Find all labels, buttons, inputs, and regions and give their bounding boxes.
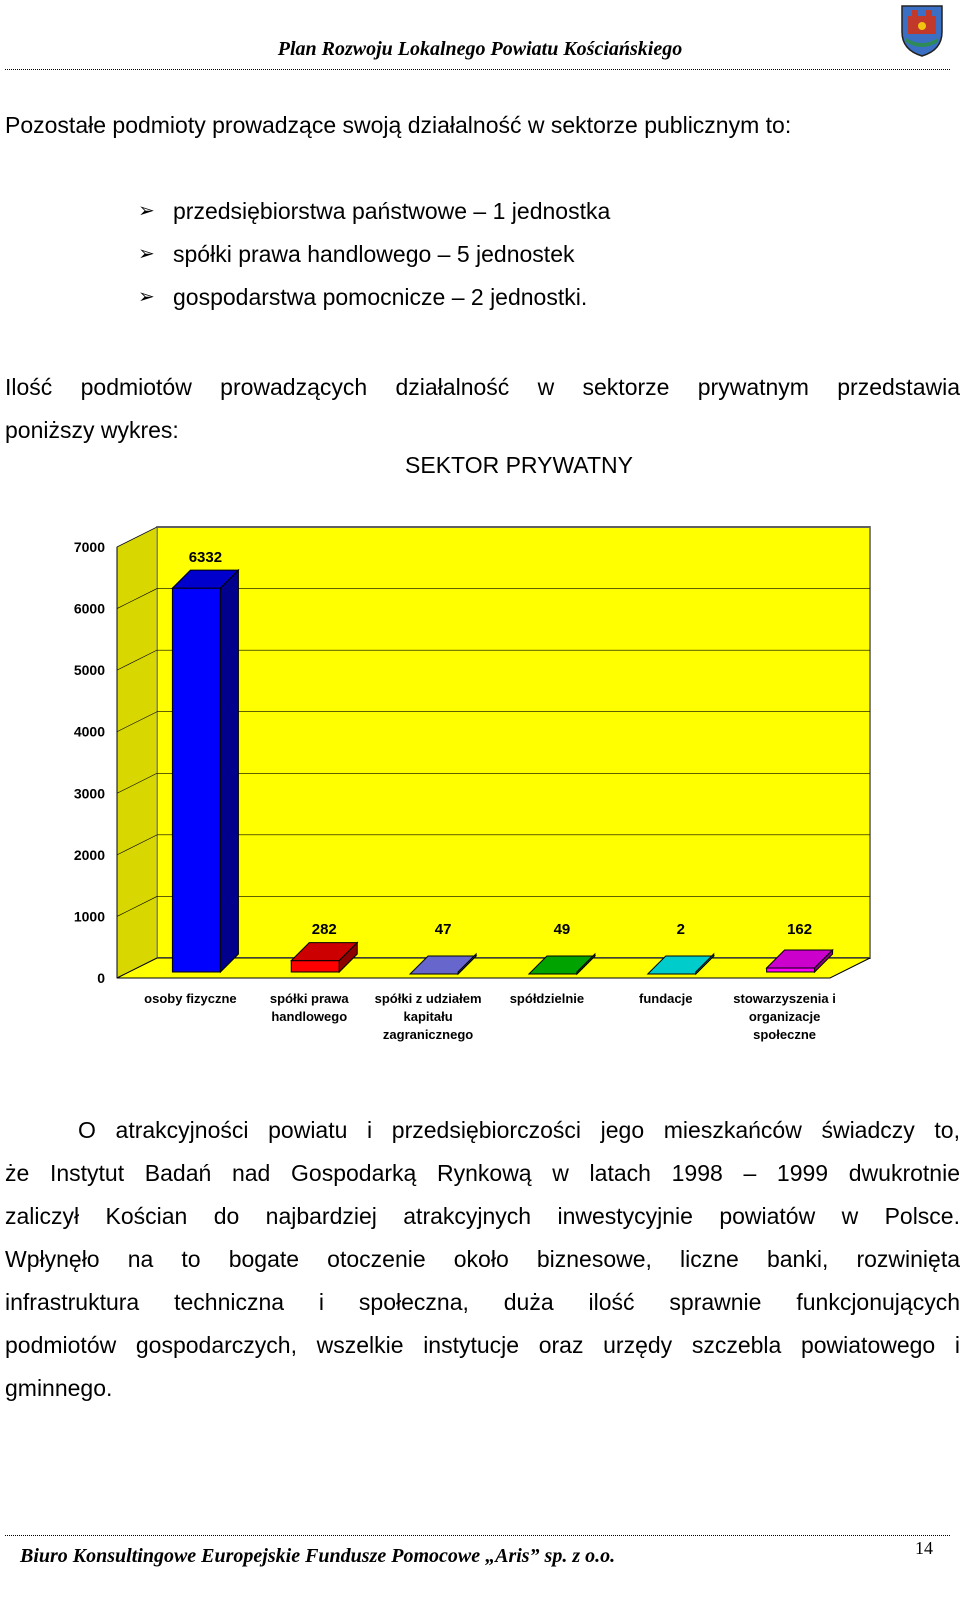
chart-title: SEKTOR PRYWATNY: [405, 452, 633, 478]
paragraph-attractiveness: O atrakcyjności powiatu i przedsiębiorcz…: [5, 1109, 960, 1410]
paragraph-line: Wpłynęło na to bogate otoczenie około bi…: [5, 1246, 960, 1272]
paragraph-line: Ilość podmiotów prowadzących działalność…: [5, 374, 960, 400]
paragraph-line: że Instytut Badań nad Gospodarką Rynkową…: [5, 1160, 960, 1186]
x-tick-label: spółki z udziałem: [375, 991, 482, 1006]
data-label: 2: [677, 921, 685, 938]
gridline: [116, 711, 158, 732]
bar-front: [290, 960, 340, 973]
footer-text: Biuro Konsultingowe Europejskie Fundusze…: [20, 1545, 616, 1567]
bar-side: [576, 952, 596, 976]
list-item: ➢ spółki prawa handlowego – 5 jednostek: [138, 241, 575, 267]
data-label: 47: [435, 921, 452, 938]
paragraph-line: O atrakcyjności powiatu i przedsiębiorcz…: [78, 1117, 960, 1143]
gridline: [116, 773, 158, 794]
bar-side: [814, 948, 834, 974]
data-label: 282: [312, 921, 337, 938]
arrow-bullet-icon: ➢: [138, 243, 155, 265]
y-tick-label: 3000: [74, 785, 105, 801]
page-number: 14: [915, 1538, 933, 1558]
bar-front: [766, 967, 816, 973]
x-tick-label: osoby fizyczne: [144, 991, 236, 1006]
y-tick-label: 5000: [74, 662, 105, 678]
data-label: 162: [787, 921, 812, 938]
list-item: ➢ gospodarstwa pomocnicze – 2 jednostki.: [138, 284, 588, 310]
gridline: [116, 957, 158, 979]
y-tick-label: 2000: [74, 847, 105, 863]
x-tick-label: kapitału: [404, 1009, 453, 1024]
x-tick-label: spółki prawa: [270, 991, 350, 1006]
chart-back-wall: [156, 526, 871, 959]
gridline: [116, 896, 158, 917]
coat-of-arms-logo: [901, 5, 943, 57]
y-tick-label: 0: [97, 970, 105, 986]
bar-side: [338, 941, 358, 974]
x-tick-label: spółdzielnie: [510, 991, 584, 1006]
paragraph-chart-intro: Ilość podmiotów prowadzących działalność…: [5, 366, 960, 452]
x-tick-label: handlowego: [271, 1009, 347, 1024]
y-tick-label: 7000: [74, 539, 105, 555]
list-item: ➢ przedsiębiorstwa państwowe – 1 jednostk…: [138, 198, 611, 224]
paragraph-line: gminnego.: [5, 1375, 113, 1401]
paragraph-line: podmiotów gospodarczych, wszelkie instyt…: [5, 1332, 960, 1358]
x-tick-label: zagranicznego: [383, 1027, 473, 1042]
data-label: 49: [554, 921, 571, 938]
chart-side-wall: [116, 526, 158, 979]
gridline: [116, 649, 158, 671]
bar-chart: 0 1000 2000 3000 4000 5000 6000 7000 6332 osoby f…: [74, 526, 871, 1042]
footer-divider: [5, 1535, 950, 1536]
header-title: Plan Rozwoju Lokalnego Powiatu Kościańsk…: [277, 38, 683, 60]
intro-text: Pozostałe podmioty prowadzące swoją dzia…: [5, 112, 792, 138]
x-tick-label: stowarzyszenia i: [733, 991, 836, 1006]
arrow-bullet-icon: ➢: [138, 200, 155, 222]
arrow-bullet-icon: ➢: [138, 286, 155, 308]
bar-side: [219, 568, 239, 974]
paragraph-line: poniższy wykres:: [5, 417, 179, 443]
y-tick-label: 4000: [74, 724, 105, 740]
y-tick-label: 1000: [74, 908, 105, 924]
paragraph-line: infrastruktura techniczna i społeczna, d…: [5, 1289, 960, 1315]
gridline: [116, 588, 158, 609]
bar-side: [457, 952, 477, 976]
y-tick-label: 6000: [74, 601, 105, 617]
x-tick-label: fundacje: [639, 991, 692, 1006]
bar-side: [695, 952, 715, 976]
header-divider: [5, 69, 950, 70]
bar-front: [171, 587, 221, 973]
paragraph-line: zaliczył Kościan do najbardziej atrakcyj…: [5, 1203, 960, 1229]
gridline: [116, 526, 158, 548]
bullet-list: ➢ przedsiębiorstwa państwowe – 1 jednostk…: [138, 196, 610, 325]
gridline: [116, 834, 158, 856]
x-tick-label: organizacje: [749, 1009, 821, 1024]
data-label: 6332: [189, 549, 222, 566]
x-tick-label: społeczne: [753, 1027, 816, 1042]
